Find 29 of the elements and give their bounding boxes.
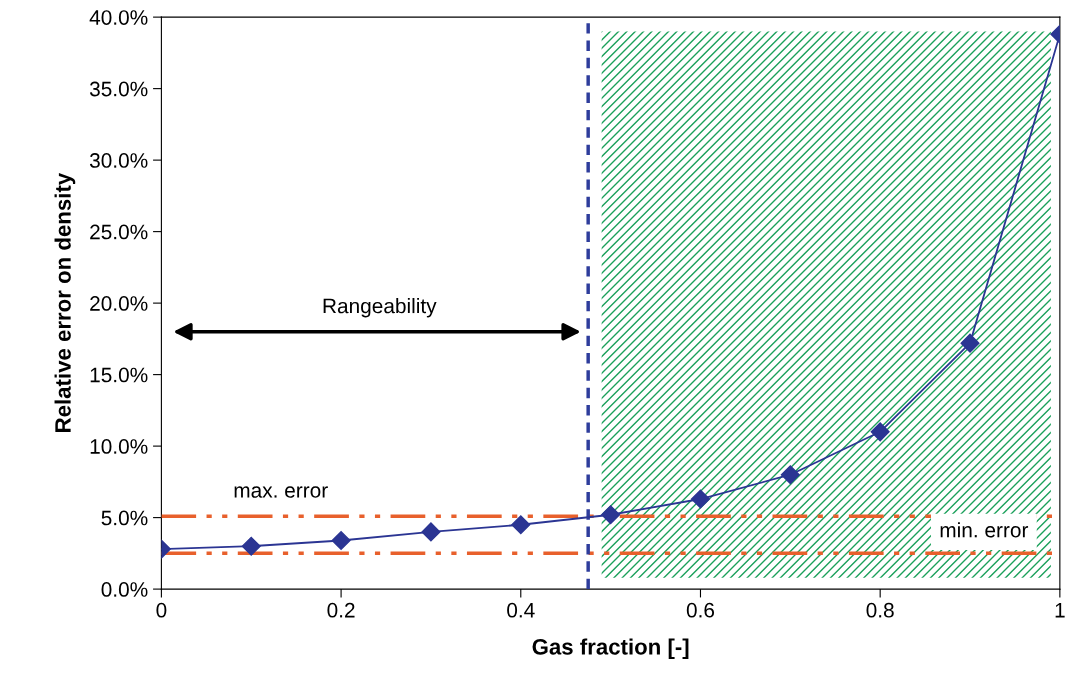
ref-line-label: max. error [234, 486, 328, 498]
point [331, 530, 351, 551]
y-tick-label: 30.0% [89, 153, 148, 168]
point [690, 489, 711, 509]
point [601, 505, 621, 525]
x-tick-label: 0 [156, 602, 167, 618]
y-tick-label: 40.0% [89, 10, 148, 25]
y-tick-label: 25.0% [90, 224, 148, 240]
x-axis-title: Gas fraction [-] [532, 638, 689, 660]
y-tick-label: 15.0% [90, 367, 148, 383]
point [421, 522, 441, 542]
point [241, 536, 261, 556]
x-tick-label: 0.8 [866, 602, 894, 618]
y-tick-label: 35.0% [89, 81, 148, 97]
point [780, 465, 800, 485]
y-tick-label: 5.0% [101, 510, 148, 526]
ref-line-label: min. error [940, 522, 1029, 538]
x-tick-label: 0.2 [327, 602, 355, 618]
x-tick-label: 1 [1055, 603, 1065, 618]
y-tick-label: 10.0% [90, 439, 148, 454]
x-tick-label: 0.4 [507, 602, 535, 618]
x-tick-label: 0.6 [686, 602, 715, 618]
y-tick-label: 0.0% [101, 582, 148, 597]
point [870, 422, 890, 442]
point [511, 515, 531, 535]
y-axis-title: Relative error on density [54, 172, 76, 432]
annotation: Rangeability [323, 297, 437, 318]
point [960, 333, 980, 353]
y-tick-label: 20.0% [90, 296, 148, 311]
